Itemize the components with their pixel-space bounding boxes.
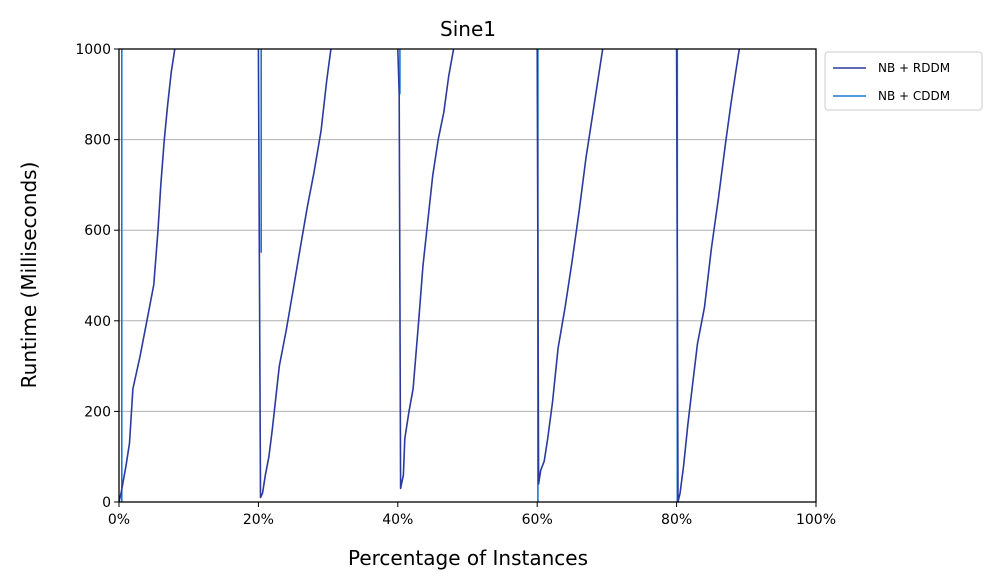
- x-axis: 0% 20% 40% 60% 80% 100%: [108, 502, 836, 528]
- series-line: [536, 48, 604, 485]
- legend: NB + RDDM NB + CDDM: [824, 51, 983, 111]
- x-axis-title: Percentage of Instances: [348, 546, 588, 570]
- legend-label: NB + RDDM: [878, 61, 950, 75]
- series-line: [397, 48, 455, 490]
- x-tick-label: 40%: [382, 512, 413, 528]
- y-tick-label: 0: [102, 495, 111, 511]
- y-axis-title: Runtime (Milliseconds): [17, 162, 41, 389]
- y-tick-label: 800: [84, 133, 111, 149]
- grid: [119, 48, 816, 503]
- plot-frame: [118, 48, 817, 503]
- x-tick-label: 80%: [661, 512, 692, 528]
- series-line: [257, 48, 332, 499]
- chart-title: Sine1: [440, 17, 496, 41]
- x-tick-label: 0%: [108, 512, 130, 528]
- y-tick-label: 400: [84, 314, 111, 330]
- series-line: [675, 48, 741, 503]
- y-tick-label: 1000: [75, 42, 111, 58]
- x-tick-label: 20%: [243, 512, 274, 528]
- y-tick-label: 600: [84, 223, 111, 239]
- series-0: [118, 48, 741, 503]
- y-tick-label: 200: [84, 404, 111, 420]
- x-tick-label: 100%: [796, 512, 836, 528]
- series-line: [118, 48, 176, 503]
- plot-area: [118, 48, 741, 503]
- legend-label: NB + CDDM: [878, 89, 950, 103]
- y-axis: 0 200 400 600 800 1000: [75, 42, 119, 511]
- x-tick-label: 60%: [522, 512, 553, 528]
